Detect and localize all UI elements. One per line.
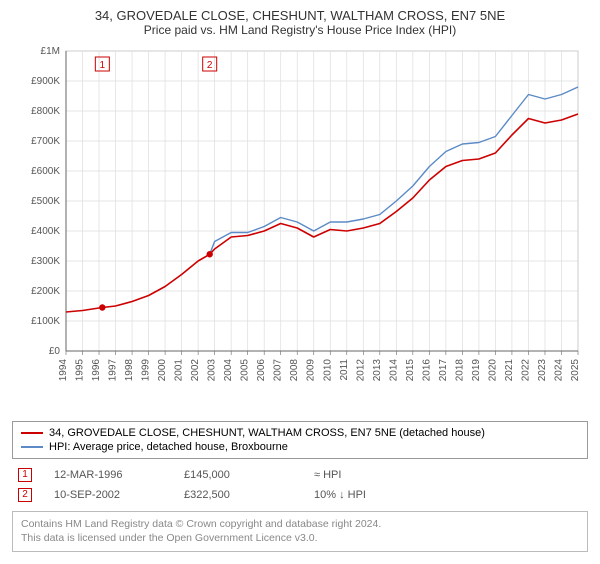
svg-text:2001: 2001 bbox=[174, 359, 185, 382]
svg-text:£0: £0 bbox=[49, 346, 61, 357]
chart-title: 34, GROVEDALE CLOSE, CHESHUNT, WALTHAM C… bbox=[12, 8, 588, 23]
svg-text:1996: 1996 bbox=[91, 359, 102, 382]
svg-text:2003: 2003 bbox=[207, 359, 218, 382]
marker-delta: ≈ HPI bbox=[308, 465, 588, 485]
svg-text:2013: 2013 bbox=[372, 359, 383, 382]
legend-row: HPI: Average price, detached house, Brox… bbox=[21, 440, 579, 454]
svg-text:2002: 2002 bbox=[190, 359, 201, 382]
svg-text:1998: 1998 bbox=[124, 359, 135, 382]
svg-text:2020: 2020 bbox=[487, 359, 498, 382]
chart-subtitle: Price paid vs. HM Land Registry's House … bbox=[12, 23, 588, 37]
svg-text:£500K: £500K bbox=[31, 196, 60, 207]
svg-text:£700K: £700K bbox=[31, 136, 60, 147]
marker-date: 12-MAR-1996 bbox=[48, 465, 178, 485]
footer: Contains HM Land Registry data © Crown c… bbox=[12, 511, 588, 552]
svg-text:£200K: £200K bbox=[31, 286, 60, 297]
svg-text:2016: 2016 bbox=[421, 359, 432, 382]
marker-price: £322,500 bbox=[178, 485, 308, 505]
svg-text:2011: 2011 bbox=[339, 359, 350, 381]
svg-text:£400K: £400K bbox=[31, 226, 60, 237]
legend-swatch bbox=[21, 432, 43, 434]
legend-label: HPI: Average price, detached house, Brox… bbox=[49, 441, 288, 453]
svg-text:£1M: £1M bbox=[41, 46, 60, 57]
svg-text:2000: 2000 bbox=[157, 359, 168, 382]
marker-price: £145,000 bbox=[178, 465, 308, 485]
svg-text:2024: 2024 bbox=[553, 359, 564, 382]
svg-text:2019: 2019 bbox=[471, 359, 482, 382]
svg-text:2005: 2005 bbox=[240, 359, 251, 382]
marker-badge: 2 bbox=[18, 488, 32, 502]
svg-text:2: 2 bbox=[207, 60, 213, 71]
line-chart: £0 £100K £200K £300K £400K £500K £600K £700K £80… bbox=[12, 43, 588, 413]
svg-text:1997: 1997 bbox=[108, 359, 119, 382]
marker-table: 1 12-MAR-1996£145,000≈ HPI 2 10-SEP-2002£32… bbox=[12, 465, 588, 505]
svg-text:2009: 2009 bbox=[306, 359, 317, 382]
svg-text:£900K: £900K bbox=[31, 76, 60, 87]
svg-text:2015: 2015 bbox=[405, 359, 416, 382]
footer-line2: This data is licensed under the Open Gov… bbox=[21, 532, 579, 546]
svg-text:2007: 2007 bbox=[273, 359, 284, 382]
svg-text:1999: 1999 bbox=[141, 359, 152, 382]
svg-text:2021: 2021 bbox=[504, 359, 515, 382]
svg-text:2014: 2014 bbox=[388, 359, 399, 382]
svg-text:2022: 2022 bbox=[520, 359, 531, 382]
legend-swatch bbox=[21, 446, 43, 448]
legend: 34, GROVEDALE CLOSE, CHESHUNT, WALTHAM C… bbox=[12, 421, 588, 459]
marker-date: 10-SEP-2002 bbox=[48, 485, 178, 505]
svg-text:2012: 2012 bbox=[355, 359, 366, 382]
marker-badge: 1 bbox=[18, 468, 32, 482]
svg-text:1: 1 bbox=[100, 60, 106, 71]
svg-text:2008: 2008 bbox=[289, 359, 300, 382]
svg-text:2023: 2023 bbox=[537, 359, 548, 382]
svg-text:£100K: £100K bbox=[31, 316, 60, 327]
legend-label: 34, GROVEDALE CLOSE, CHESHUNT, WALTHAM C… bbox=[49, 427, 485, 439]
table-row: 1 12-MAR-1996£145,000≈ HPI bbox=[12, 465, 588, 485]
svg-text:1994: 1994 bbox=[58, 359, 69, 382]
table-row: 2 10-SEP-2002£322,50010% ↓ HPI bbox=[12, 485, 588, 505]
svg-text:1995: 1995 bbox=[75, 359, 86, 382]
svg-text:2018: 2018 bbox=[454, 359, 465, 382]
svg-text:2006: 2006 bbox=[256, 359, 267, 382]
svg-text:£300K: £300K bbox=[31, 256, 60, 267]
svg-text:£800K: £800K bbox=[31, 106, 60, 117]
svg-text:2004: 2004 bbox=[223, 359, 234, 382]
svg-text:2025: 2025 bbox=[570, 359, 581, 382]
svg-text:2017: 2017 bbox=[438, 359, 449, 382]
footer-line1: Contains HM Land Registry data © Crown c… bbox=[21, 518, 579, 532]
chart-svg: £0 £100K £200K £300K £400K £500K £600K £700K £80… bbox=[12, 43, 588, 408]
svg-text:2010: 2010 bbox=[322, 359, 333, 382]
legend-row: 34, GROVEDALE CLOSE, CHESHUNT, WALTHAM C… bbox=[21, 426, 579, 440]
marker-delta: 10% ↓ HPI bbox=[308, 485, 588, 505]
svg-text:£600K: £600K bbox=[31, 166, 60, 177]
